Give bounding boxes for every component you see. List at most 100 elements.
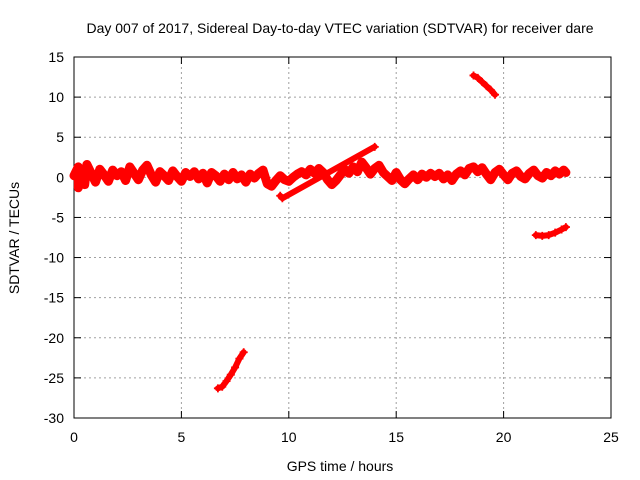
y-tick-label: 15 [48,49,64,65]
y-tick-label: -10 [44,250,64,266]
chart-title: Day 007 of 2017, Sidereal Day-to-day VTE… [86,20,593,36]
data-point [203,178,212,187]
data-point [508,169,517,178]
data-point [246,170,255,179]
data-point [542,168,551,177]
data-point [130,169,139,178]
data-point [448,176,457,185]
data-point [478,77,487,86]
data-point [443,170,452,179]
y-tick-label: 10 [48,89,64,105]
data-point [224,175,233,184]
data-point [284,177,293,186]
data-point [185,172,194,181]
series-isolated-points [276,142,379,203]
grid-lines [74,57,611,418]
data-point [194,174,203,183]
data-point [473,73,482,82]
data-point [80,180,89,189]
data-point [104,177,113,186]
data-point [482,81,491,90]
data-point [370,164,379,173]
data-point [233,174,242,183]
data-point [405,174,414,183]
data-point [160,171,169,180]
data-point [370,142,379,151]
data-point [529,166,538,175]
data-point [533,171,542,180]
y-tick-label: 5 [56,129,64,145]
series-main-band [69,157,571,193]
data-point [362,163,371,172]
data-point [478,163,487,172]
data-point [151,178,160,187]
data-point [121,176,130,185]
x-tick-label: 20 [496,429,512,445]
data-point [551,166,560,175]
data-points [69,71,571,393]
data-point [336,170,345,179]
data-point [70,171,78,180]
data-point [147,170,156,179]
data-point [383,172,392,181]
y-axis-label: SDTVAR / TECUs [6,182,22,294]
data-point [82,160,91,169]
data-point [460,170,469,179]
series-arc-21-5-22-9h [531,223,570,240]
data-point [521,174,530,183]
data-point [357,158,366,167]
y-tick-label: -15 [44,290,64,306]
data-point [207,168,216,177]
data-point [222,377,231,386]
data-point [344,169,353,178]
data-point [409,170,418,179]
y-tick-label: 0 [56,169,64,185]
series-arc-18-6-19-6h [469,71,500,99]
series-arc-6-7-7-9h [213,348,248,393]
x-axis-label: GPS time / hours [287,458,394,474]
y-tick-label: -30 [44,410,64,426]
data-point [91,178,100,187]
data-point [366,170,375,179]
data-point [456,166,465,175]
x-tick-label: 15 [388,429,404,445]
data-point [396,175,405,184]
data-point [280,175,289,184]
data-point [271,176,280,185]
data-point [495,165,504,174]
data-point [499,170,508,179]
data-point [349,162,358,171]
data-point [226,370,235,379]
data-point [417,170,426,179]
data-point [254,169,263,178]
data-point [235,354,244,363]
data-point [422,173,431,182]
data-point [473,167,482,176]
data-point [108,166,117,175]
data-point [78,166,87,175]
data-point [138,166,147,175]
data-point [491,90,500,99]
data-point [516,172,525,181]
data-point [327,180,336,189]
data-point [168,166,177,175]
data-point [465,164,474,173]
data-point [239,348,248,357]
data-point [486,85,495,94]
y-tick-label: -5 [52,209,65,225]
data-point [134,175,143,184]
plot-frame [73,56,612,419]
x-tick-label: 10 [281,429,297,445]
data-point [87,169,96,178]
data-point [181,168,190,177]
data-point [392,168,401,177]
data-point [561,223,570,232]
data-point [551,228,560,237]
series-trace [69,157,571,193]
data-point [435,169,444,178]
data-point [289,173,298,182]
data-point [400,179,409,188]
data-point [413,175,422,184]
data-point [278,194,287,203]
